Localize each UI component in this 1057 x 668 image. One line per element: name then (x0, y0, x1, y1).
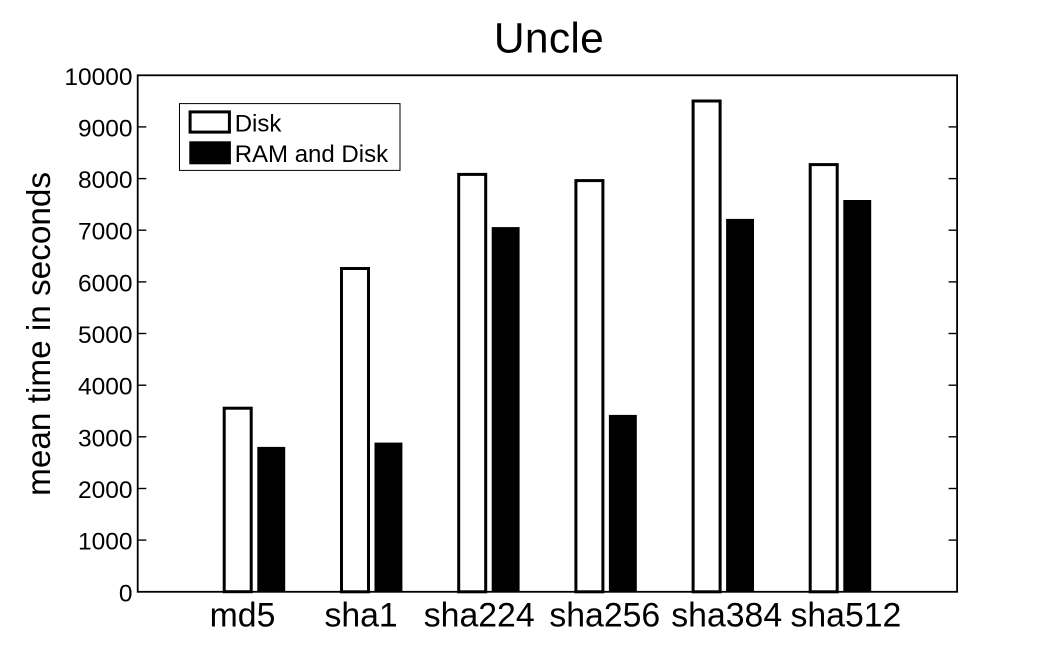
svg-text:sha1: sha1 (324, 597, 397, 635)
svg-text:1000: 1000 (78, 529, 133, 556)
svg-text:sha512: sha512 (790, 597, 901, 635)
svg-text:2000: 2000 (78, 477, 133, 504)
svg-text:sha256: sha256 (549, 597, 660, 635)
svg-text:8000: 8000 (78, 167, 133, 194)
svg-text:3000: 3000 (78, 425, 133, 452)
svg-text:sha384: sha384 (671, 597, 782, 635)
svg-text:7000: 7000 (78, 219, 133, 246)
svg-text:sha224: sha224 (424, 597, 535, 635)
svg-text:6000: 6000 (78, 270, 133, 297)
svg-text:9000: 9000 (78, 115, 133, 142)
svg-text:10000: 10000 (64, 64, 132, 91)
svg-text:5000: 5000 (78, 322, 133, 349)
svg-text:4000: 4000 (78, 374, 133, 401)
svg-text:Uncle: Uncle (494, 16, 604, 63)
svg-text:md5: md5 (210, 597, 276, 635)
svg-text:0: 0 (119, 580, 133, 607)
svg-text:Disk: Disk (235, 110, 283, 137)
svg-text:mean time in seconds: mean time in seconds (21, 172, 58, 496)
svg-text:RAM and Disk: RAM and Disk (235, 141, 389, 168)
